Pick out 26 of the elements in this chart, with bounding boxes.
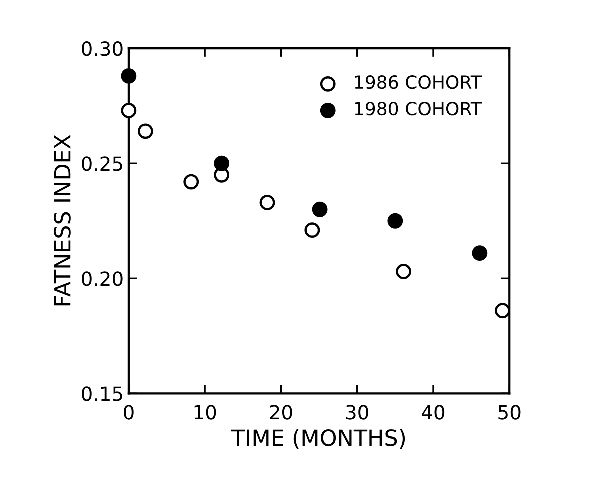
x-tick-label: 10 — [194, 405, 216, 420]
legend-label: 1980 COHORT — [355, 102, 482, 116]
point — [396, 264, 412, 280]
x-tick-label: 0 — [124, 405, 134, 420]
point — [304, 222, 320, 238]
x-tick-label: 30 — [346, 405, 368, 420]
y-axis-title: FATNESS INDEX — [54, 135, 71, 306]
point — [260, 195, 276, 210]
legend-label: 1986 COHORT — [355, 76, 482, 90]
x-tick-label: 20 — [270, 405, 292, 420]
point — [388, 213, 404, 229]
point — [495, 303, 510, 319]
point — [121, 68, 137, 84]
x-tick-label: 40 — [422, 405, 445, 420]
x-axis-title: TIME (MONTHS) — [232, 429, 406, 449]
point — [214, 156, 230, 172]
point — [472, 246, 488, 262]
point — [138, 124, 154, 140]
point — [121, 103, 137, 118]
y-tick-label: 0.20 — [82, 272, 123, 286]
y-tick-label: 0.30 — [82, 42, 123, 56]
y-tick-label: 0.15 — [82, 386, 122, 402]
point — [312, 202, 328, 218]
point — [184, 174, 200, 190]
x-tick-label: 50 — [498, 405, 521, 420]
y-tick-label: 0.25 — [82, 156, 122, 172]
